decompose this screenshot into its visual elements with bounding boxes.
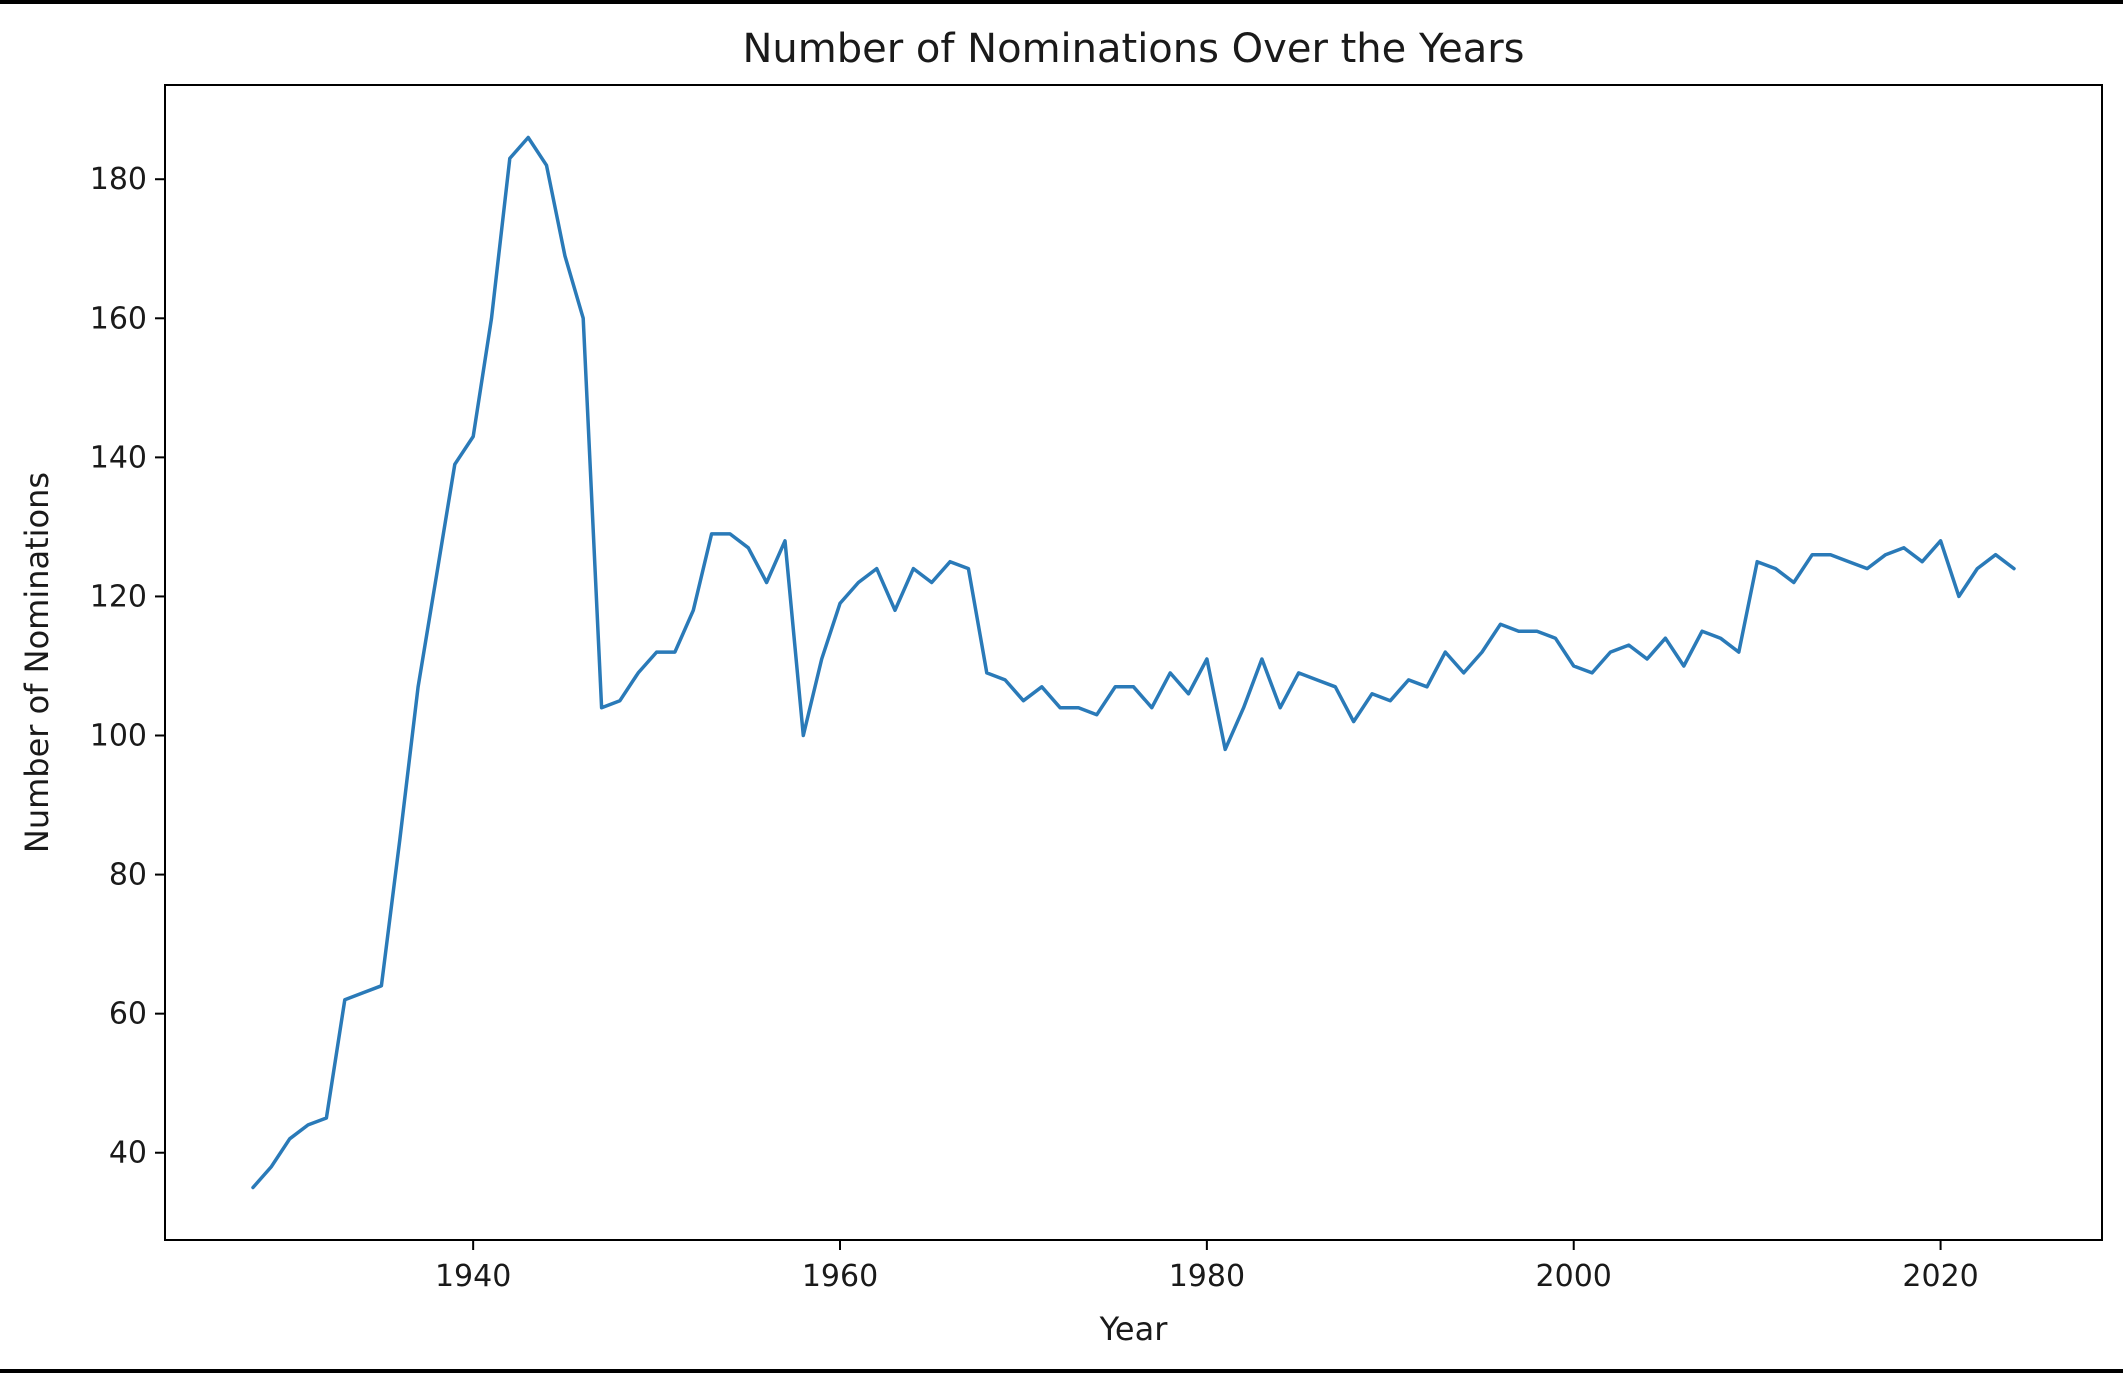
y-tick-label: 100	[90, 719, 147, 754]
plot-area-frame	[164, 84, 2103, 1241]
x-tick-label: 1960	[802, 1259, 878, 1294]
x-axis-label: Year	[1099, 1310, 1169, 1348]
y-tick-label: 160	[90, 301, 147, 336]
x-axis: 1940 1960 1980 2000 2020	[435, 1240, 1979, 1294]
y-tick-label: 140	[90, 440, 147, 475]
x-tick-label: 1980	[1169, 1259, 1245, 1294]
x-tick-label: 2000	[1536, 1259, 1612, 1294]
y-tick-label: 180	[90, 162, 147, 197]
y-axis-label: Number of Nominations	[18, 472, 56, 853]
data-points	[253, 137, 2014, 1187]
y-tick-label: 120	[90, 579, 147, 614]
series-line	[251, 135, 2016, 1190]
x-tick-label: 2020	[1902, 1259, 1978, 1294]
y-tick-label: 80	[109, 858, 147, 893]
chart-title: Number of Nominations Over the Years	[743, 26, 1525, 72]
y-tick-label: 40	[109, 1136, 147, 1171]
y-tick-label: 60	[109, 997, 147, 1032]
x-tick-label: 1940	[435, 1259, 511, 1294]
y-axis: 40 60 80 100 120 140 160 180	[90, 162, 165, 1171]
